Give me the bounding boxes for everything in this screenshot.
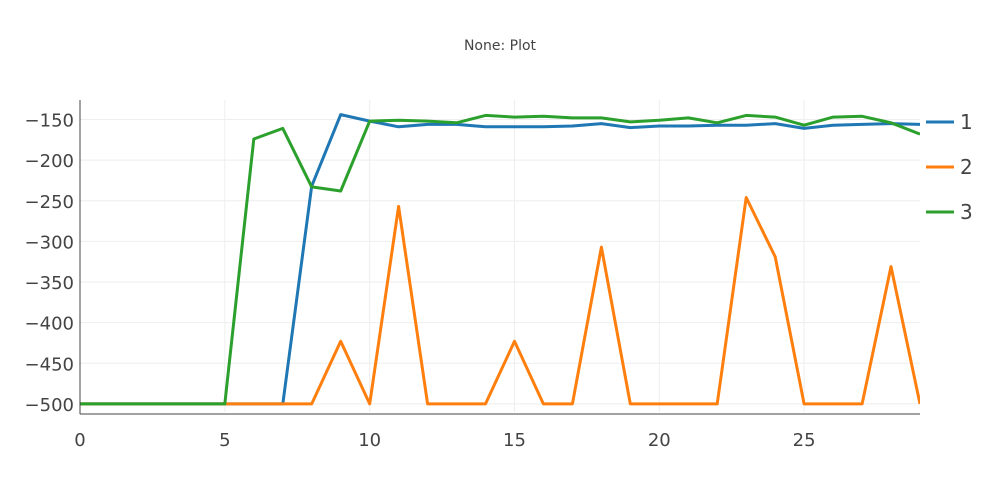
legend-item-1[interactable]: 1 <box>926 110 973 134</box>
x-tick-label: 0 <box>74 430 85 451</box>
gridlines <box>80 100 920 412</box>
y-tick-label: −250 <box>25 192 74 213</box>
x-tick-label: 20 <box>648 430 671 451</box>
legend: 1 2 3 <box>926 110 973 224</box>
legend-label: 2 <box>960 155 973 179</box>
legend-label: 3 <box>960 200 973 224</box>
y-tick-label: −300 <box>25 232 74 253</box>
y-tick-label: −450 <box>25 354 74 375</box>
x-tick-label: 5 <box>219 430 230 451</box>
y-tick-label: −200 <box>25 151 74 172</box>
chart-title: None: Plot <box>464 38 537 54</box>
x-tick-label: 10 <box>358 430 381 451</box>
legend-item-3[interactable]: 3 <box>926 200 973 224</box>
axes <box>79 100 920 415</box>
y-tick-label: −500 <box>25 395 74 416</box>
legend-item-2[interactable]: 2 <box>926 155 973 179</box>
series-line-1 <box>80 113 920 406</box>
y-tick-label: −150 <box>25 111 74 132</box>
series-line-3 <box>80 113 920 406</box>
series-lines <box>80 113 920 406</box>
y-tick-label: −350 <box>25 273 74 294</box>
legend-label: 1 <box>960 110 973 134</box>
x-tick-label: 15 <box>503 430 526 451</box>
x-axis-ticks: 0 5 10 15 20 25 <box>74 430 815 451</box>
series-line-2 <box>80 196 920 406</box>
y-axis-ticks: −150 −200 −250 −300 −350 −400 −450 −500 <box>25 111 74 416</box>
x-tick-label: 25 <box>793 430 816 451</box>
y-tick-label: −400 <box>25 314 74 335</box>
